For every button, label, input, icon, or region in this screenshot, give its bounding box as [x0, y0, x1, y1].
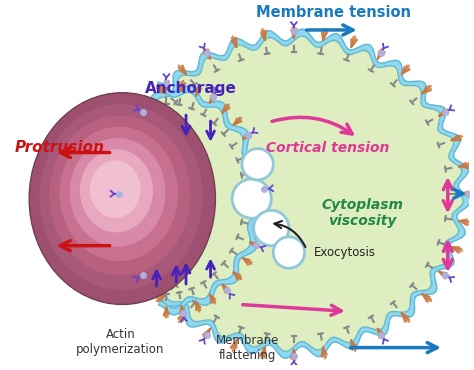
Ellipse shape — [70, 138, 165, 247]
Text: Anchorage: Anchorage — [145, 81, 237, 96]
Ellipse shape — [60, 127, 178, 261]
Ellipse shape — [137, 48, 451, 339]
Polygon shape — [125, 36, 463, 351]
Circle shape — [232, 179, 271, 218]
Circle shape — [273, 237, 305, 268]
Text: Actin
polymerization: Actin polymerization — [76, 328, 164, 356]
Ellipse shape — [86, 101, 247, 297]
Text: Cytoplasm
viscosity: Cytoplasm viscosity — [321, 198, 403, 228]
Circle shape — [254, 211, 289, 246]
Polygon shape — [125, 36, 463, 351]
Polygon shape — [118, 29, 470, 358]
Polygon shape — [158, 83, 265, 315]
Ellipse shape — [90, 161, 140, 218]
Text: Membrane
flattening: Membrane flattening — [216, 334, 280, 362]
Ellipse shape — [49, 115, 191, 276]
Circle shape — [242, 149, 273, 180]
Ellipse shape — [29, 93, 215, 305]
Text: Protrusion: Protrusion — [15, 140, 104, 155]
Text: Exocytosis: Exocytosis — [313, 246, 375, 259]
Polygon shape — [125, 36, 463, 351]
Ellipse shape — [80, 149, 153, 232]
Ellipse shape — [39, 104, 203, 290]
Text: Membrane tension: Membrane tension — [255, 5, 410, 20]
Text: Cortical tension: Cortical tension — [266, 141, 390, 155]
